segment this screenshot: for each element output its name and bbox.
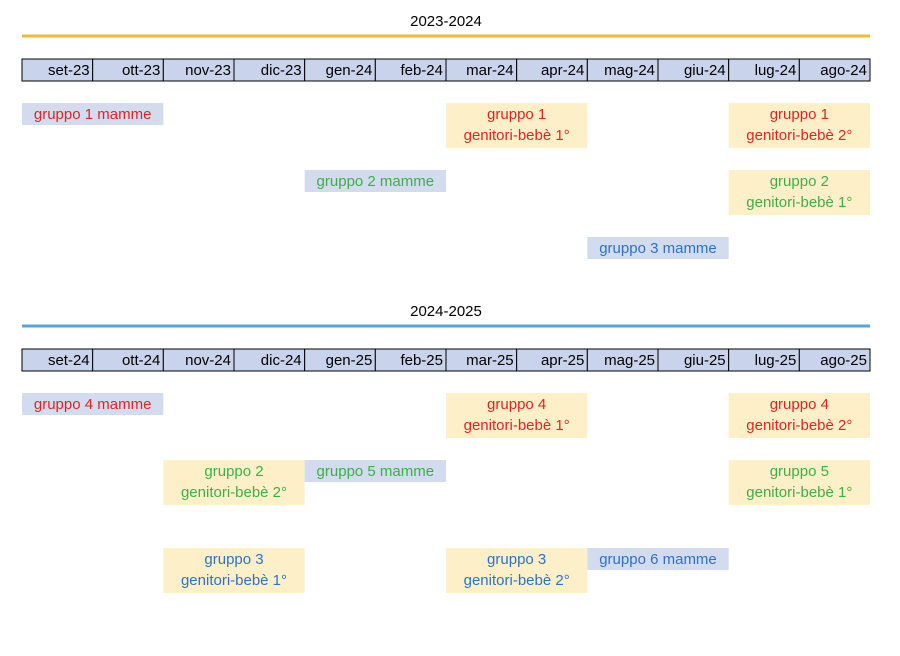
block-bg [163,548,305,593]
month-label: giu-24 [684,62,726,79]
block-bg [304,170,446,192]
block-bg [163,460,305,505]
block-bg [446,103,588,148]
block-label: gruppo 4 mamme [34,396,152,413]
block-label: gruppo 1 [487,106,546,123]
month-label: nov-23 [185,62,231,79]
block-label: gruppo 5 [770,463,829,480]
month-label: set-24 [48,352,90,369]
month-label: apr-24 [541,62,584,79]
section-title: 2024-2025 [410,303,482,320]
month-cell [798,58,871,82]
month-label: lug-24 [755,62,797,79]
block-label: genitori-bebè 1° [181,572,287,589]
month-label: nov-24 [185,352,231,369]
block-label: genitori-bebè 2° [746,127,852,144]
month-cell [798,348,871,372]
block-label: gruppo 2 mamme [317,173,435,190]
month-label: apr-25 [541,352,584,369]
month-label: set-23 [48,62,90,79]
block-label: gruppo 4 [770,396,829,413]
block-label: gruppo 3 [204,551,263,568]
block-label: gruppo 1 [770,106,829,123]
month-label: feb-24 [400,62,443,79]
block-label: genitori-bebè 1° [746,484,852,501]
block-bg [728,170,870,215]
block-label: gruppo 3 [487,551,546,568]
block-bg [22,393,164,415]
month-label: gen-24 [326,62,373,79]
block-label: gruppo 1 mamme [34,106,152,123]
month-label: feb-25 [400,352,443,369]
block-bg [728,393,870,438]
block-label: genitori-bebè 1° [464,417,570,434]
block-label: gruppo 5 mamme [317,463,435,480]
block-label: genitori-bebè 2° [181,484,287,501]
block-label: genitori-bebè 1° [746,194,852,211]
month-label: dic-24 [261,352,302,369]
block-bg [446,548,588,593]
block-bg [728,460,870,505]
block-bg [22,103,164,125]
block-bg [587,237,729,259]
block-label: gruppo 2 [204,463,263,480]
month-label: lug-25 [755,352,797,369]
month-label: giu-25 [684,352,726,369]
block-label: gruppo 3 mamme [599,240,717,257]
month-label: mar-24 [466,62,514,79]
month-label: mag-24 [604,62,655,79]
month-label: ago-25 [820,352,867,369]
month-label: ott-23 [122,62,160,79]
month-label: ago-24 [820,62,867,79]
block-label: gruppo 6 mamme [599,551,717,568]
block-label: genitori-bebè 2° [746,417,852,434]
month-label: gen-25 [326,352,373,369]
block-label: gruppo 4 [487,396,546,413]
month-label: mag-25 [604,352,655,369]
block-bg [304,460,446,482]
block-label: genitori-bebè 2° [464,572,570,589]
block-bg [728,103,870,148]
month-label: mar-25 [466,352,514,369]
block-label: genitori-bebè 1° [464,127,570,144]
section-title: 2023-2024 [410,13,482,30]
block-bg [446,393,588,438]
month-label: dic-23 [261,62,302,79]
block-label: gruppo 2 [770,173,829,190]
block-bg [587,548,729,570]
month-label: ott-24 [122,352,160,369]
